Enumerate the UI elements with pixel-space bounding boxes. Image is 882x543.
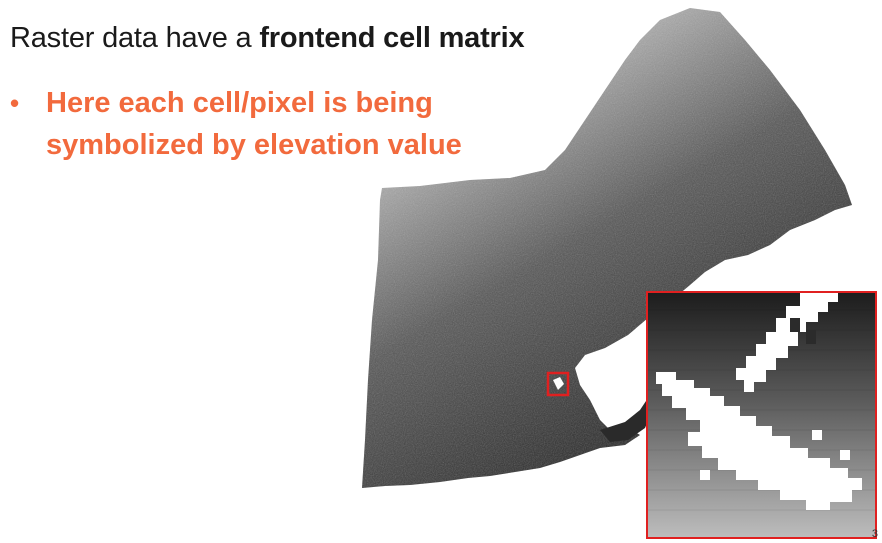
title-prefix: Raster data have a xyxy=(10,22,260,54)
bullet-item: • Here each cell/pixel is being symboliz… xyxy=(10,82,516,166)
inset-border xyxy=(646,291,877,539)
new-england-elevation-map xyxy=(362,8,852,488)
bullet-dot-icon: • xyxy=(10,88,20,118)
bullet-text: Here each cell/pixel is being symbolized… xyxy=(46,87,462,161)
highlight-box-feature xyxy=(553,377,564,390)
zoom-area-highlight-box xyxy=(546,371,570,397)
terrain-texture xyxy=(362,8,852,488)
cape-cod-shape xyxy=(600,398,652,442)
page-number: 3 xyxy=(871,528,878,540)
zoomed-cell-inset xyxy=(646,291,877,539)
bullet-list: • Here each cell/pixel is being symboliz… xyxy=(10,82,516,166)
slide-title: Raster data have a frontend cell matrix xyxy=(10,22,525,55)
title-bold-term: frontend cell matrix xyxy=(259,22,525,54)
inset-water-cells xyxy=(656,292,862,510)
